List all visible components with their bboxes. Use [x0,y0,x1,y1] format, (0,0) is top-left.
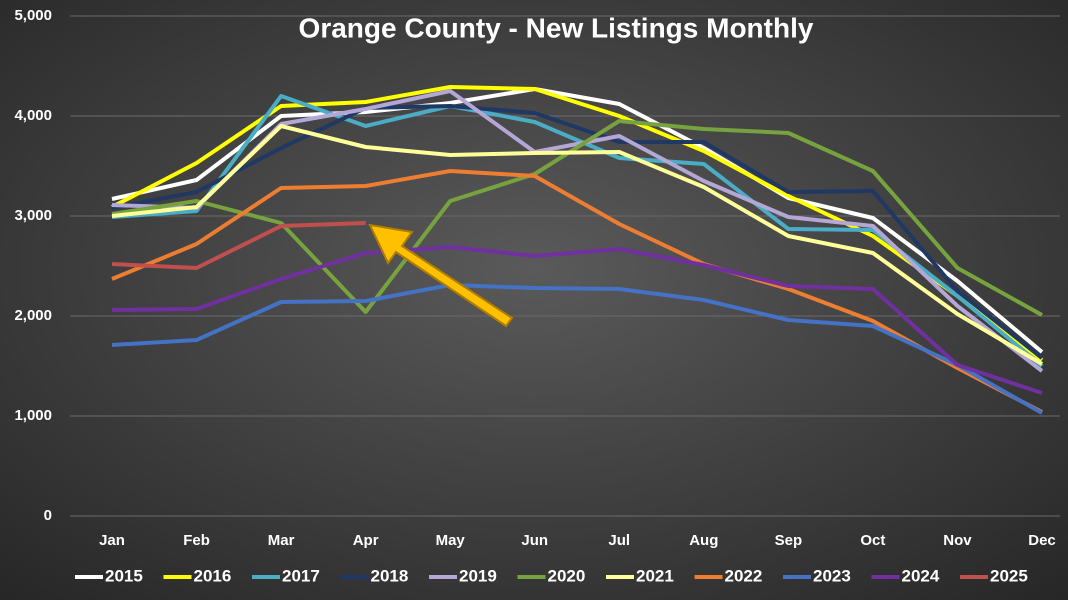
series-line [111,87,1044,354]
x-tick-label: Sep [775,532,803,549]
y-tick-label: 4,000 [14,107,52,124]
series-line [111,169,1043,414]
x-tick-label: Apr [353,532,379,549]
series-line [111,119,1043,317]
arrow [368,223,514,328]
x-tick-label: Jul [608,532,630,549]
y-tick-label: 1,000 [14,407,52,424]
y-tick-label: 5,000 [14,7,52,24]
series-line [111,104,1044,360]
legend-label: 2025 [990,566,1028,585]
legend-label: 2015 [105,566,143,585]
legend-label: 2018 [371,566,409,585]
x-tick-label: Oct [860,532,885,549]
series-line [111,245,1043,395]
x-tick-label: Mar [268,532,295,549]
legend-label: 2016 [194,566,232,585]
series-line [111,221,366,270]
legend-label: 2019 [459,566,497,585]
legend-label: 2020 [548,566,586,585]
y-tick-label: 3,000 [14,207,52,224]
series-line [111,283,1043,415]
legend-label: 2022 [725,566,763,585]
legend-label: 2024 [902,566,940,585]
legend-label: 2023 [813,566,851,585]
x-tick-label: Aug [689,532,718,549]
x-tick-label: Jun [521,532,548,549]
x-tick-label: Dec [1028,532,1056,549]
chart-title: Orange County - New Listings Monthly [299,12,814,43]
x-tick-label: Feb [183,532,210,549]
y-tick-label: 0 [44,507,52,524]
x-tick-label: Jan [99,532,125,549]
series-line [111,124,1044,366]
legend-label: 2021 [636,566,674,585]
y-tick-label: 2,000 [14,307,52,324]
x-tick-label: May [436,532,466,549]
x-tick-label: Nov [943,532,972,549]
legend-label: 2017 [282,566,320,585]
